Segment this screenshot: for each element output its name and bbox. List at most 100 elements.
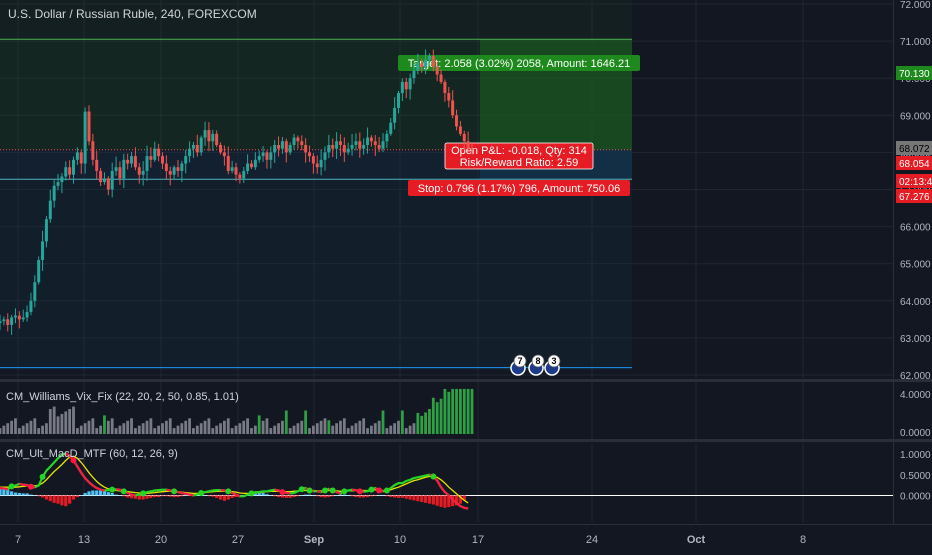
macd-hist-bar [114, 495, 117, 496]
macd-hist-bar [18, 493, 21, 495]
vix-bar [289, 428, 292, 434]
candle-body [420, 63, 423, 67]
macd-hist-bar [428, 495, 431, 503]
candle-body [293, 138, 296, 145]
macd-cross-marker [248, 490, 254, 496]
vix-legend: CM_Williams_Vix_Fix (22, 20, 2, 50, 0.85… [6, 391, 239, 403]
macd-hist-bar [219, 495, 222, 499]
macd-hist-bar [420, 495, 423, 502]
candle-body [254, 160, 257, 167]
vix-bar [95, 428, 98, 434]
macd-falling-segment [236, 495, 240, 497]
vix-bar [41, 426, 44, 434]
vix-bar [436, 402, 439, 434]
candle-body [262, 152, 265, 156]
macd-hist-bar [416, 495, 419, 501]
vix-bar [37, 428, 40, 434]
candle-body [374, 141, 377, 145]
macd-cross-marker [341, 488, 347, 494]
candle-body [99, 171, 102, 182]
macd-hist-bar [323, 495, 326, 497]
macd-falling-segment [186, 494, 190, 495]
macd-falling-segment [275, 490, 279, 491]
candle-body [118, 167, 121, 178]
vix-bar [68, 409, 71, 434]
macd-hist-bar [80, 495, 83, 496]
candle-body [320, 160, 323, 167]
stop-price-tag: 67.276 [896, 189, 932, 203]
candle-body [471, 149, 474, 150]
macd-hist-bar [358, 495, 361, 497]
macd-falling-segment [337, 492, 341, 493]
position-tool[interactable]: Target: 2.058 (3.02%) 2058, Amount: 1646… [0, 0, 640, 370]
vix-bar [254, 426, 257, 434]
vix-bar [428, 409, 431, 434]
vix-bar [324, 418, 327, 434]
macd-hist-bar [203, 495, 206, 496]
macd-legend: CM_Ult_MacD_MTF (60, 12, 26, 9) [6, 448, 178, 460]
vix-bar [165, 421, 168, 434]
time-tick-label: Oct [687, 534, 706, 546]
candle-body [134, 156, 137, 167]
candle-body [370, 138, 373, 142]
vix-bar [382, 410, 385, 434]
candle-body [382, 141, 385, 148]
macd-hist-bar [165, 495, 168, 496]
vix-bar [250, 428, 253, 434]
vix-bar [385, 428, 388, 434]
entry-price-tag: 68.072 [896, 141, 932, 155]
candle-body [176, 167, 179, 171]
candle-body [459, 126, 462, 133]
vix-bar [285, 410, 288, 434]
price-tick-label: 66.000 [900, 223, 931, 234]
candle-body [115, 167, 118, 171]
candle-body [289, 145, 292, 152]
macd-falling-segment [178, 492, 182, 493]
macd-hist-bar [408, 495, 411, 499]
macd-hist-bar [215, 495, 218, 497]
macd-hist-bar [397, 495, 400, 497]
macd-falling-segment [101, 490, 105, 491]
candle-body [41, 241, 44, 260]
candle-body [111, 171, 114, 190]
macd-falling-segment [166, 490, 170, 491]
candle-body [0, 321, 2, 323]
macd-hist-bar [320, 495, 323, 497]
candle-body [366, 138, 369, 145]
candle-body [443, 82, 446, 93]
macd-cross-marker [171, 488, 177, 494]
macd-cross-marker [384, 487, 390, 493]
candle-body [304, 145, 307, 152]
vix-bar [320, 421, 323, 434]
vix-bar [208, 418, 211, 434]
vix-bar [401, 410, 404, 434]
time-tick-label: 17 [472, 534, 484, 546]
macd-tick-label: 0.0000 [900, 491, 931, 502]
candle-body [107, 178, 110, 189]
macd-cross-marker [140, 490, 146, 496]
candle-body [424, 60, 427, 67]
candle-body [10, 317, 13, 324]
vix-bar [258, 415, 261, 434]
time-tick-label: Sep [304, 534, 324, 546]
price-tick-label: 69.000 [900, 111, 931, 122]
vix-bar [227, 418, 230, 434]
macd-hist-bar [207, 495, 210, 496]
macd-hist-bar [385, 495, 388, 496]
vix-bar [269, 428, 272, 434]
vix-bar [142, 423, 145, 434]
macd-cross-marker [40, 474, 46, 480]
macd-hist-bar [374, 495, 377, 496]
candle-body [80, 152, 83, 163]
vix-bar [277, 423, 280, 434]
candle-body [103, 178, 106, 182]
macd-cross-marker [299, 486, 305, 492]
macd-falling-segment [4, 488, 8, 489]
stop-label[interactable]: Stop: 0.796 (1.17%) 796, Amount: 750.06 [408, 180, 630, 196]
vix-bar [370, 426, 373, 434]
vix-bar [459, 389, 462, 434]
vix-bar [18, 428, 21, 434]
